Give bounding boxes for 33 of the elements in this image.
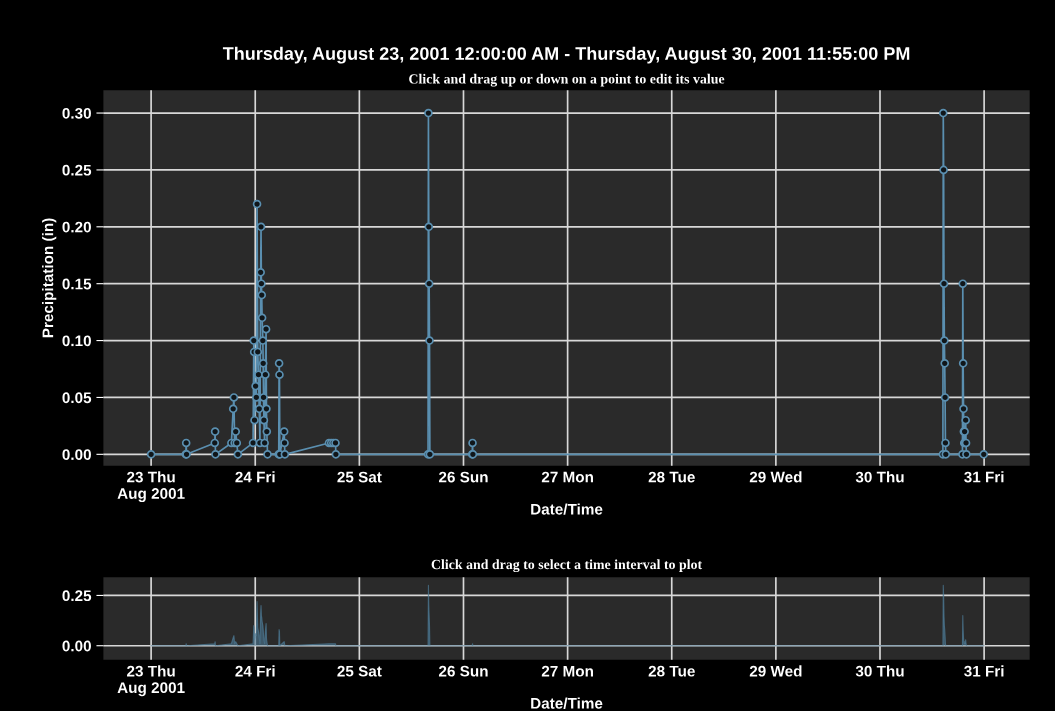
y-tick-label: 0.05 <box>62 392 92 404</box>
x-tick-label: 24 Fri <box>235 665 275 677</box>
y-tick-label: 0.30 <box>62 107 91 119</box>
y-tick-label: 0.25 <box>62 590 92 602</box>
y-tick-label: 0.00 <box>62 449 91 461</box>
x-tick-label: 25 Sat <box>337 471 382 483</box>
y-tick-label: 0.10 <box>62 335 91 347</box>
x-tick-label: 29 Wed <box>749 665 802 677</box>
x-axis-title: Date/Time <box>531 503 603 515</box>
x-tick-label: 27 Mon <box>541 665 593 677</box>
x-tick-label: 23 Thu Aug 2001 <box>117 471 185 503</box>
x-tick-label: 26 Sun <box>438 471 488 483</box>
y-tick-label: 0.25 <box>62 164 92 176</box>
x-tick-label: 28 Tue <box>648 471 695 483</box>
x-tick-label: 25 Sat <box>337 665 382 677</box>
y-tick-label: 0.00 <box>62 640 91 652</box>
x-axis-title: Date/Time <box>531 697 603 709</box>
x-tick-label: 30 Thu <box>855 665 904 677</box>
x-tick-label: 24 Fri <box>235 471 275 483</box>
y-axis-title: Precipitation (in) <box>42 218 57 338</box>
y-tick-label: 0.15 <box>62 278 92 290</box>
x-tick-label: 27 Mon <box>541 471 593 483</box>
x-tick-label: 28 Tue <box>648 665 695 677</box>
x-tick-label: 29 Wed <box>749 471 802 483</box>
x-tick-label: 31 Fri <box>964 471 1004 483</box>
chart-subtitle: Click and drag up or down on a point to edit its value <box>409 73 725 87</box>
x-tick-label: 26 Sun <box>438 665 488 677</box>
y-tick-label: 0.20 <box>62 221 91 233</box>
x-tick-label: 31 Fri <box>964 665 1004 677</box>
chart-title: Click and drag to select a time interval to plot <box>431 559 703 573</box>
x-tick-label: 23 Thu Aug 2001 <box>117 665 185 697</box>
x-tick-label: 30 Thu <box>855 471 904 483</box>
chart-title: Thursday, August 23, 2001 12:00:00 AM - Thursday, August 30, 2001 11:55:00 PM <box>222 46 910 64</box>
